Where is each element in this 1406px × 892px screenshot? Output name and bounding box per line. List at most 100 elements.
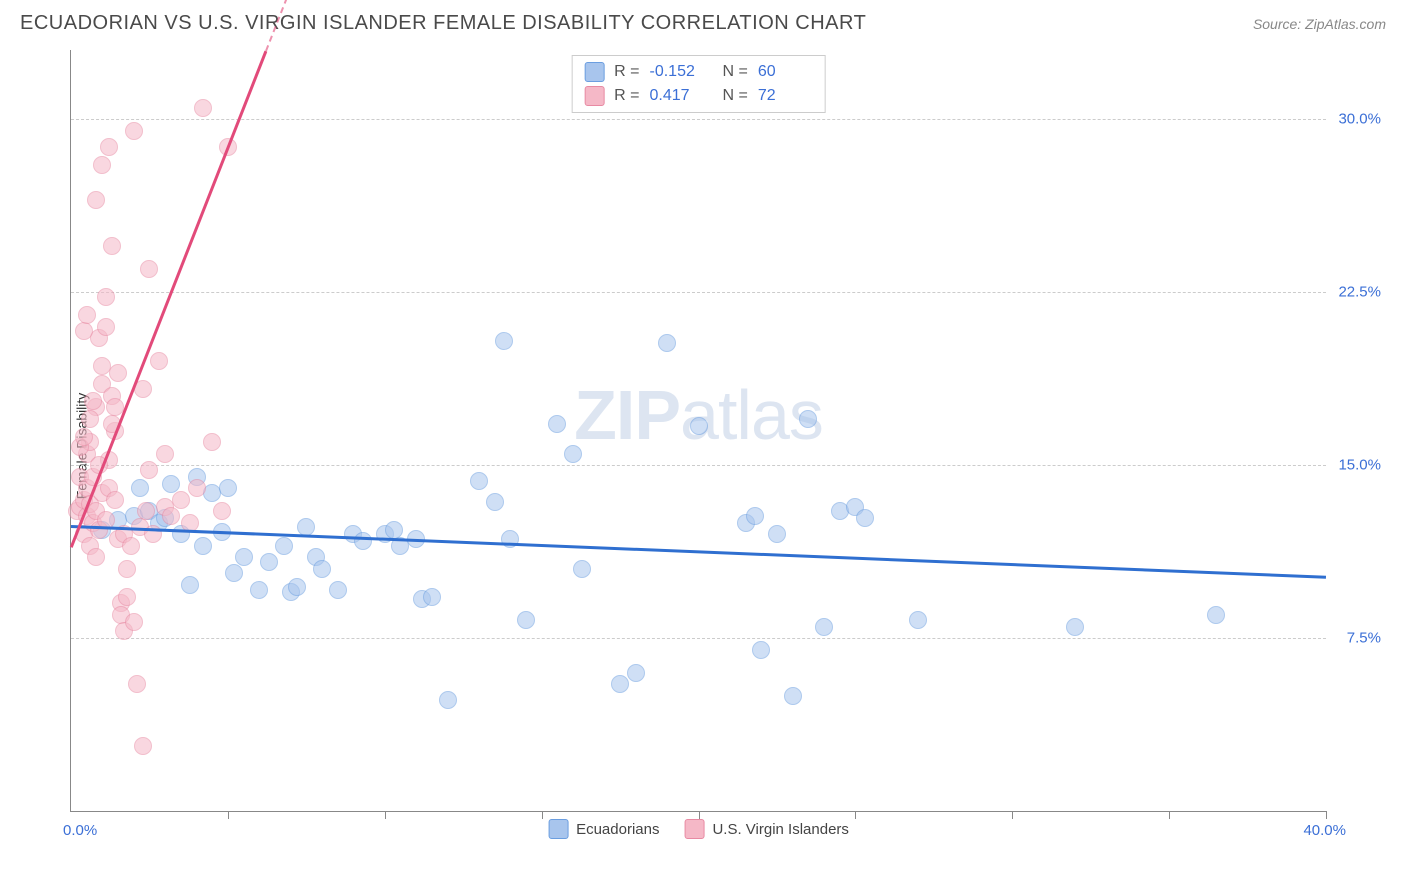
data-point: [84, 392, 102, 410]
data-point: [100, 138, 118, 156]
data-point: [125, 613, 143, 631]
data-point: [78, 306, 96, 324]
r-value-2: 0.417: [650, 87, 705, 105]
x-tick: [1012, 811, 1013, 819]
trend-line: [71, 525, 1326, 578]
y-tick-label: 22.5%: [1338, 284, 1381, 301]
data-point: [548, 415, 566, 433]
legend-label-1: Ecuadorians: [576, 821, 659, 838]
data-point: [1066, 618, 1084, 636]
data-point: [125, 122, 143, 140]
data-point: [219, 479, 237, 497]
data-point: [87, 191, 105, 209]
x-tick: [542, 811, 543, 819]
data-point: [313, 560, 331, 578]
header: ECUADORIAN VS U.S. VIRGIN ISLANDER FEMAL…: [0, 0, 1406, 43]
data-point: [137, 502, 155, 520]
data-point: [109, 364, 127, 382]
n-value-2: 72: [758, 87, 813, 105]
data-point: [118, 560, 136, 578]
data-point: [150, 352, 168, 370]
data-point: [690, 417, 708, 435]
swatch-ecuadorians: [548, 819, 568, 839]
x-tick: [1326, 811, 1327, 819]
gridline: [71, 119, 1326, 120]
data-point: [486, 493, 504, 511]
source-attribution: Source: ZipAtlas.com: [1253, 16, 1386, 32]
series-legend: Ecuadorians U.S. Virgin Islanders: [548, 819, 849, 839]
data-point: [423, 588, 441, 606]
swatch-usvi: [684, 819, 704, 839]
correlation-legend: R = -0.152 N = 60 R = 0.417 N = 72: [571, 55, 826, 113]
data-point: [385, 521, 403, 539]
n-label: N =: [723, 87, 748, 105]
data-point: [162, 475, 180, 493]
chart-container: Female Disability ZIPatlas R = -0.152 N …: [50, 50, 1386, 842]
gridline: [71, 638, 1326, 639]
data-point: [97, 288, 115, 306]
data-point: [172, 491, 190, 509]
swatch-series1: [584, 62, 604, 82]
data-point: [573, 560, 591, 578]
data-point: [140, 461, 158, 479]
data-point: [909, 611, 927, 629]
data-point: [752, 641, 770, 659]
data-point: [156, 445, 174, 463]
watermark: ZIPatlas: [574, 375, 823, 455]
data-point: [799, 410, 817, 428]
data-point: [746, 507, 764, 525]
data-point: [611, 675, 629, 693]
data-point: [103, 237, 121, 255]
data-point: [225, 564, 243, 582]
data-point: [354, 532, 372, 550]
data-point: [162, 507, 180, 525]
r-value-1: -0.152: [650, 63, 705, 81]
x-axis-max: 40.0%: [1303, 822, 1346, 839]
data-point: [106, 491, 124, 509]
data-point: [439, 691, 457, 709]
x-tick: [228, 811, 229, 819]
data-point: [81, 410, 99, 428]
data-point: [128, 675, 146, 693]
data-point: [235, 548, 253, 566]
data-point: [470, 472, 488, 490]
data-point: [329, 581, 347, 599]
data-point: [97, 318, 115, 336]
data-point: [856, 509, 874, 527]
data-point: [517, 611, 535, 629]
data-point: [203, 433, 221, 451]
data-point: [181, 576, 199, 594]
x-tick: [385, 811, 386, 819]
data-point: [658, 334, 676, 352]
x-tick: [855, 811, 856, 819]
data-point: [768, 525, 786, 543]
plot-area: ZIPatlas R = -0.152 N = 60 R = 0.417 N =…: [70, 50, 1326, 812]
gridline: [71, 465, 1326, 466]
x-tick: [699, 811, 700, 819]
data-point: [194, 99, 212, 117]
y-tick-label: 15.0%: [1338, 457, 1381, 474]
r-label: R =: [614, 63, 639, 81]
x-axis-min: 0.0%: [63, 822, 97, 839]
data-point: [1207, 606, 1225, 624]
data-point: [815, 618, 833, 636]
data-point: [75, 428, 93, 446]
n-value-1: 60: [758, 63, 813, 81]
data-point: [87, 548, 105, 566]
x-tick: [1169, 811, 1170, 819]
data-point: [131, 479, 149, 497]
gridline: [71, 292, 1326, 293]
legend-item-usvi: U.S. Virgin Islanders: [684, 819, 848, 839]
data-point: [122, 537, 140, 555]
r-label: R =: [614, 87, 639, 105]
data-point: [250, 581, 268, 599]
data-point: [75, 322, 93, 340]
data-point: [194, 537, 212, 555]
n-label: N =: [723, 63, 748, 81]
data-point: [118, 588, 136, 606]
legend-row-series1: R = -0.152 N = 60: [584, 60, 813, 84]
swatch-series2: [584, 86, 604, 106]
data-point: [627, 664, 645, 682]
data-point: [188, 479, 206, 497]
data-point: [134, 737, 152, 755]
